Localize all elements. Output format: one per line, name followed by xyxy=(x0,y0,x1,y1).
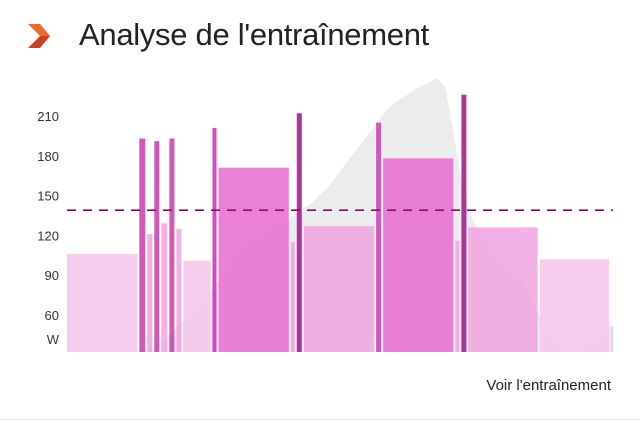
divider xyxy=(0,419,640,420)
power-bar xyxy=(161,223,168,352)
power-chart: 60 90 120 150 180 210 W xyxy=(37,78,613,353)
power-bar xyxy=(455,240,460,352)
power-bar xyxy=(461,94,467,352)
power-bar xyxy=(154,141,160,352)
y-axis-unit: W xyxy=(47,332,60,347)
y-tick-label: 90 xyxy=(45,268,59,283)
power-bar xyxy=(539,259,609,352)
power-bar xyxy=(468,227,538,352)
power-bar xyxy=(139,138,146,352)
power-bar xyxy=(303,226,375,352)
power-bar xyxy=(383,158,454,352)
y-tick-label: 210 xyxy=(37,109,59,124)
power-bar xyxy=(183,260,211,352)
y-tick-label: 150 xyxy=(37,189,59,204)
power-bar xyxy=(212,127,217,353)
brand-logo xyxy=(28,24,50,48)
power-bar xyxy=(296,113,302,352)
power-bar xyxy=(169,138,175,352)
power-bar xyxy=(67,254,138,352)
page-title: Analyse de l'entraînement xyxy=(79,17,429,52)
power-bar xyxy=(376,122,382,352)
power-bar xyxy=(218,167,289,352)
y-tick-label: 120 xyxy=(37,228,59,243)
power-bar xyxy=(290,242,295,352)
view-workout-link[interactable]: Voir l'entraînement xyxy=(486,377,611,394)
power-bar xyxy=(176,228,182,352)
y-tick-label: 180 xyxy=(37,149,59,164)
y-tick-label: 60 xyxy=(45,308,59,323)
power-bar xyxy=(147,234,153,352)
power-bar xyxy=(611,326,613,352)
